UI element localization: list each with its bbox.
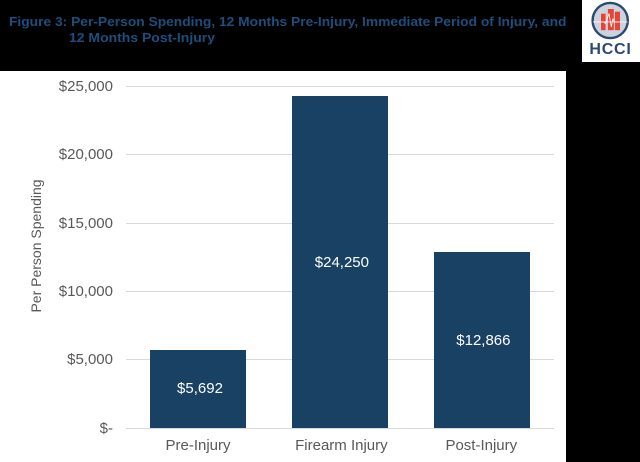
svg-text:HCCI: HCCI: [589, 41, 631, 58]
